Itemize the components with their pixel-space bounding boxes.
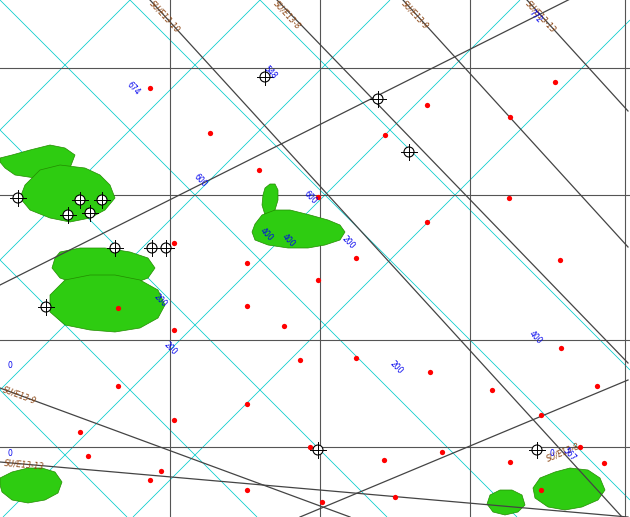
Text: 200: 200 xyxy=(340,234,357,250)
Text: SU/E13-9: SU/E13-9 xyxy=(2,385,38,406)
Text: 400: 400 xyxy=(258,226,275,242)
Text: 600: 600 xyxy=(192,172,209,189)
Polygon shape xyxy=(252,210,345,248)
Circle shape xyxy=(161,243,171,253)
Polygon shape xyxy=(50,275,165,332)
Text: 548: 548 xyxy=(262,64,278,81)
Circle shape xyxy=(532,445,542,455)
Text: 200: 200 xyxy=(152,292,169,309)
Circle shape xyxy=(63,210,73,220)
Text: 0: 0 xyxy=(550,449,555,458)
Text: 200: 200 xyxy=(162,340,178,356)
Text: SU/E13-8: SU/E13-8 xyxy=(545,442,581,463)
Polygon shape xyxy=(533,468,605,510)
Circle shape xyxy=(373,94,383,104)
Circle shape xyxy=(97,195,107,205)
Circle shape xyxy=(110,243,120,253)
Polygon shape xyxy=(487,490,525,515)
Circle shape xyxy=(85,208,95,218)
Circle shape xyxy=(41,302,51,312)
Text: 567: 567 xyxy=(561,446,578,463)
Circle shape xyxy=(404,147,414,157)
Text: SU/E13-13: SU/E13-13 xyxy=(524,0,558,35)
Text: 400: 400 xyxy=(527,329,544,345)
Polygon shape xyxy=(20,165,115,222)
Circle shape xyxy=(313,445,323,455)
Polygon shape xyxy=(52,248,155,288)
Circle shape xyxy=(13,193,23,203)
Text: 0: 0 xyxy=(8,361,13,370)
Text: SU/E13-10: SU/E13-10 xyxy=(148,0,182,35)
Polygon shape xyxy=(0,468,62,503)
Circle shape xyxy=(75,195,85,205)
Text: 600: 600 xyxy=(302,189,319,206)
Text: SU/E13-8: SU/E13-8 xyxy=(272,0,302,31)
Text: 674: 674 xyxy=(125,80,142,97)
Circle shape xyxy=(147,243,157,253)
Circle shape xyxy=(260,72,270,82)
Polygon shape xyxy=(262,184,278,218)
Text: 200: 200 xyxy=(388,359,404,375)
Polygon shape xyxy=(0,145,75,178)
Text: 0: 0 xyxy=(8,449,13,458)
Text: 772: 772 xyxy=(527,8,544,24)
Text: SU/E13-13: SU/E13-13 xyxy=(4,459,45,472)
Text: SU/E13-9: SU/E13-9 xyxy=(400,0,431,31)
Text: 400: 400 xyxy=(280,232,297,249)
